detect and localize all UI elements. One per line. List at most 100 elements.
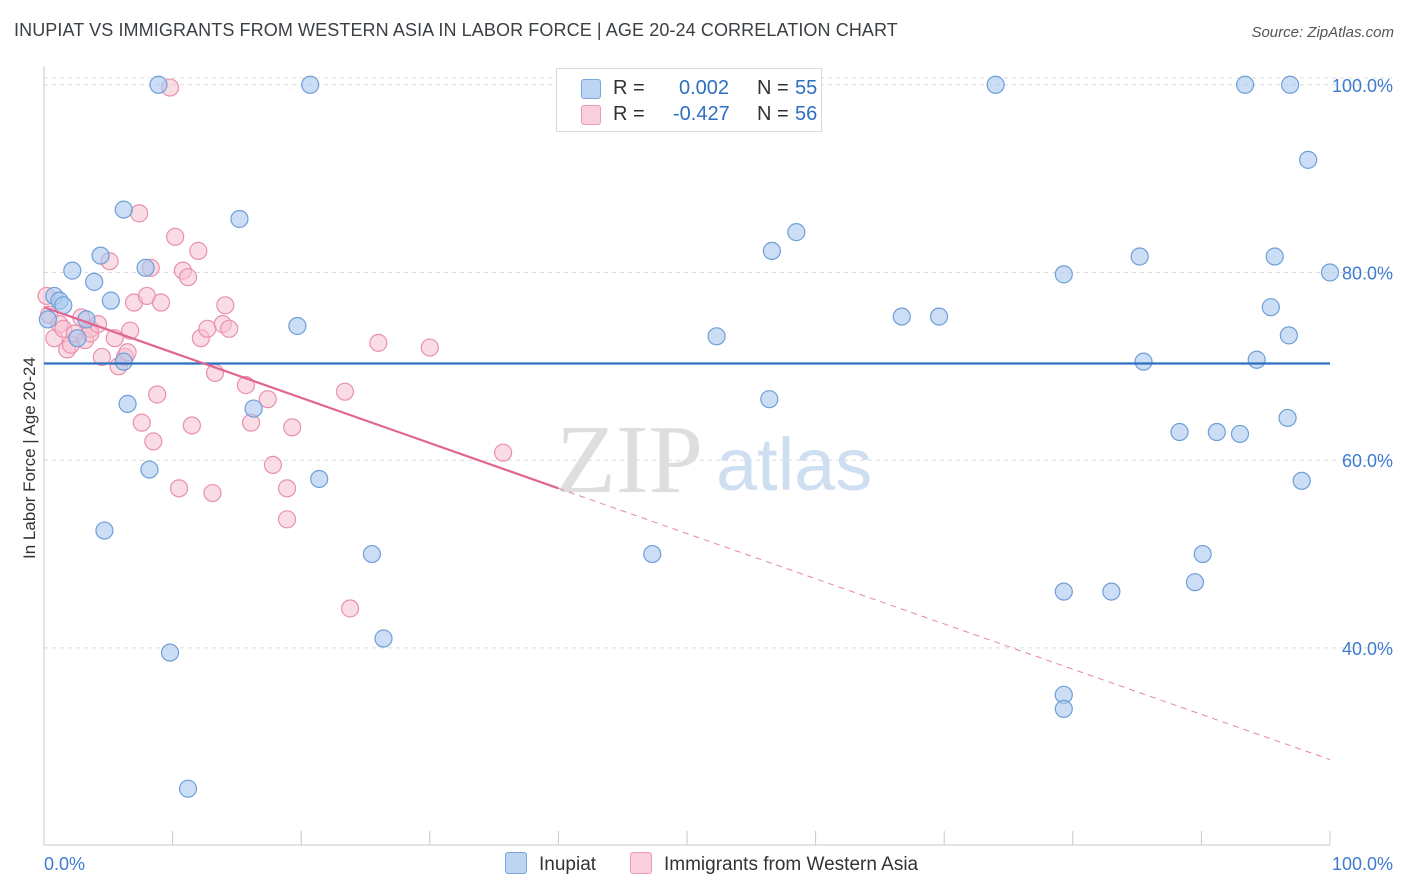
y-tick-label: 100.0%	[1332, 76, 1393, 96]
legend-r-value: 0.002	[679, 77, 730, 99]
data-point-immigrants	[369, 333, 388, 352]
data-point-inupiat	[1054, 582, 1073, 601]
bottom-legend-inupiat: Inupiat	[505, 852, 596, 876]
data-point-inupiat	[149, 75, 168, 94]
trend-lines	[43, 306, 1331, 761]
data-point-inupiat	[1292, 471, 1311, 490]
data-point-inupiat	[986, 75, 1005, 94]
legend-r-label: R =	[613, 77, 645, 99]
watermark-atlas: atlas	[716, 423, 872, 506]
data-point-immigrants	[198, 319, 217, 338]
data-point-inupiat	[63, 261, 82, 280]
trend-line-immigrants-solid	[43, 306, 559, 490]
data-point-immigrants	[182, 416, 201, 435]
data-point-inupiat	[1281, 75, 1300, 94]
y-tick-label: 40.0%	[1342, 639, 1393, 659]
legend-swatch-blue	[581, 79, 601, 99]
data-point-inupiat	[1130, 247, 1149, 266]
data-point-inupiat	[929, 307, 949, 326]
data-point-inupiat	[1193, 544, 1212, 564]
data-point-immigrants	[169, 479, 189, 498]
data-point-inupiat	[118, 394, 137, 413]
data-point-inupiat	[892, 307, 911, 326]
data-point-immigrants	[148, 385, 167, 404]
data-point-inupiat	[310, 469, 329, 489]
data-point-inupiat	[374, 629, 393, 648]
bottom-legend-immigrants: Immigrants from Western Asia	[630, 852, 918, 876]
data-point-inupiat	[136, 258, 155, 277]
data-point-inupiat	[178, 779, 198, 798]
bottom-legend-swatch-pink	[630, 852, 652, 874]
axes	[43, 66, 1331, 846]
data-point-immigrants	[203, 483, 222, 503]
data-point-inupiat	[362, 544, 382, 564]
watermark: ZIP atlas	[556, 406, 872, 514]
data-point-inupiat	[68, 329, 87, 348]
data-point-immigrants	[178, 268, 198, 287]
data-point-inupiat	[643, 544, 662, 564]
legend-swatch-pink	[581, 105, 601, 125]
data-point-inupiat	[1054, 265, 1073, 284]
data-point-inupiat	[1236, 75, 1255, 94]
data-point-inupiat	[38, 310, 57, 329]
x-tick-label: 0.0%	[44, 854, 85, 874]
data-point-immigrants	[335, 382, 355, 401]
data-point-immigrants	[92, 347, 111, 367]
data-point-inupiat	[1247, 350, 1266, 369]
legend-n-label: N =	[757, 77, 789, 99]
y-tick-label: 60.0%	[1342, 451, 1393, 471]
y-tick-label: 80.0%	[1342, 263, 1393, 283]
bottom-legend-label: Inupiat	[539, 854, 597, 875]
data-point-inupiat	[114, 200, 133, 219]
data-point-inupiat	[707, 327, 726, 346]
bottom-legend-label: Immigrants from Western Asia	[664, 854, 919, 875]
data-point-inupiat	[1230, 424, 1250, 444]
data-point-inupiat	[101, 291, 120, 310]
legend-n-value: 56	[795, 103, 818, 125]
data-point-immigrants	[258, 390, 277, 409]
data-point-immigrants	[132, 413, 151, 432]
legend-n-value: 55	[795, 77, 818, 99]
data-point-inupiat	[1261, 298, 1280, 317]
data-point-inupiat	[1278, 408, 1297, 428]
watermark-zip: ZIP	[556, 406, 703, 514]
data-point-immigrants	[216, 296, 235, 315]
legend-n-label: N =	[757, 103, 789, 125]
data-point-immigrants	[283, 418, 302, 437]
data-point-inupiat	[301, 75, 320, 94]
x-tick-label: 100.0%	[1332, 854, 1393, 874]
data-point-inupiat	[762, 241, 781, 260]
data-point-inupiat	[230, 209, 249, 229]
legend-r-value: -0.427	[673, 103, 730, 125]
legend-r-label: R =	[613, 103, 645, 125]
data-point-immigrants	[130, 204, 149, 223]
data-point-immigrants	[263, 455, 283, 474]
data-point-immigrants	[151, 293, 171, 312]
data-point-inupiat	[1320, 263, 1340, 282]
data-point-immigrants	[420, 338, 439, 357]
data-point-immigrants	[166, 227, 185, 246]
data-point-inupiat	[1054, 699, 1073, 719]
chart-title: INUPIAT VS IMMIGRANTS FROM WESTERN ASIA …	[14, 20, 898, 40]
data-point-inupiat	[85, 272, 104, 291]
stats-legend: R = 0.002 N = 55 R = -0.427 N = 56	[556, 68, 822, 132]
data-point-inupiat	[1185, 573, 1205, 592]
data-point-inupiat	[114, 352, 133, 371]
data-point-inupiat	[288, 316, 307, 336]
bottom-legend-swatch-blue	[505, 852, 527, 874]
data-point-immigrants	[144, 432, 163, 451]
data-point-inupiat	[244, 399, 263, 418]
data-point-inupiat	[1279, 326, 1298, 345]
data-point-inupiat	[95, 521, 114, 540]
trend-line-immigrants-dashed	[558, 487, 1331, 761]
data-point-immigrants	[277, 510, 297, 529]
data-point-inupiat	[1265, 247, 1284, 266]
data-point-inupiat	[160, 643, 180, 662]
data-point-inupiat	[760, 390, 779, 409]
data-point-inupiat	[1102, 582, 1121, 601]
data-point-inupiat	[140, 460, 159, 479]
data-point-immigrants	[220, 319, 239, 338]
data-point-inupiat	[1207, 422, 1226, 442]
data-point-inupiat	[1134, 352, 1153, 371]
